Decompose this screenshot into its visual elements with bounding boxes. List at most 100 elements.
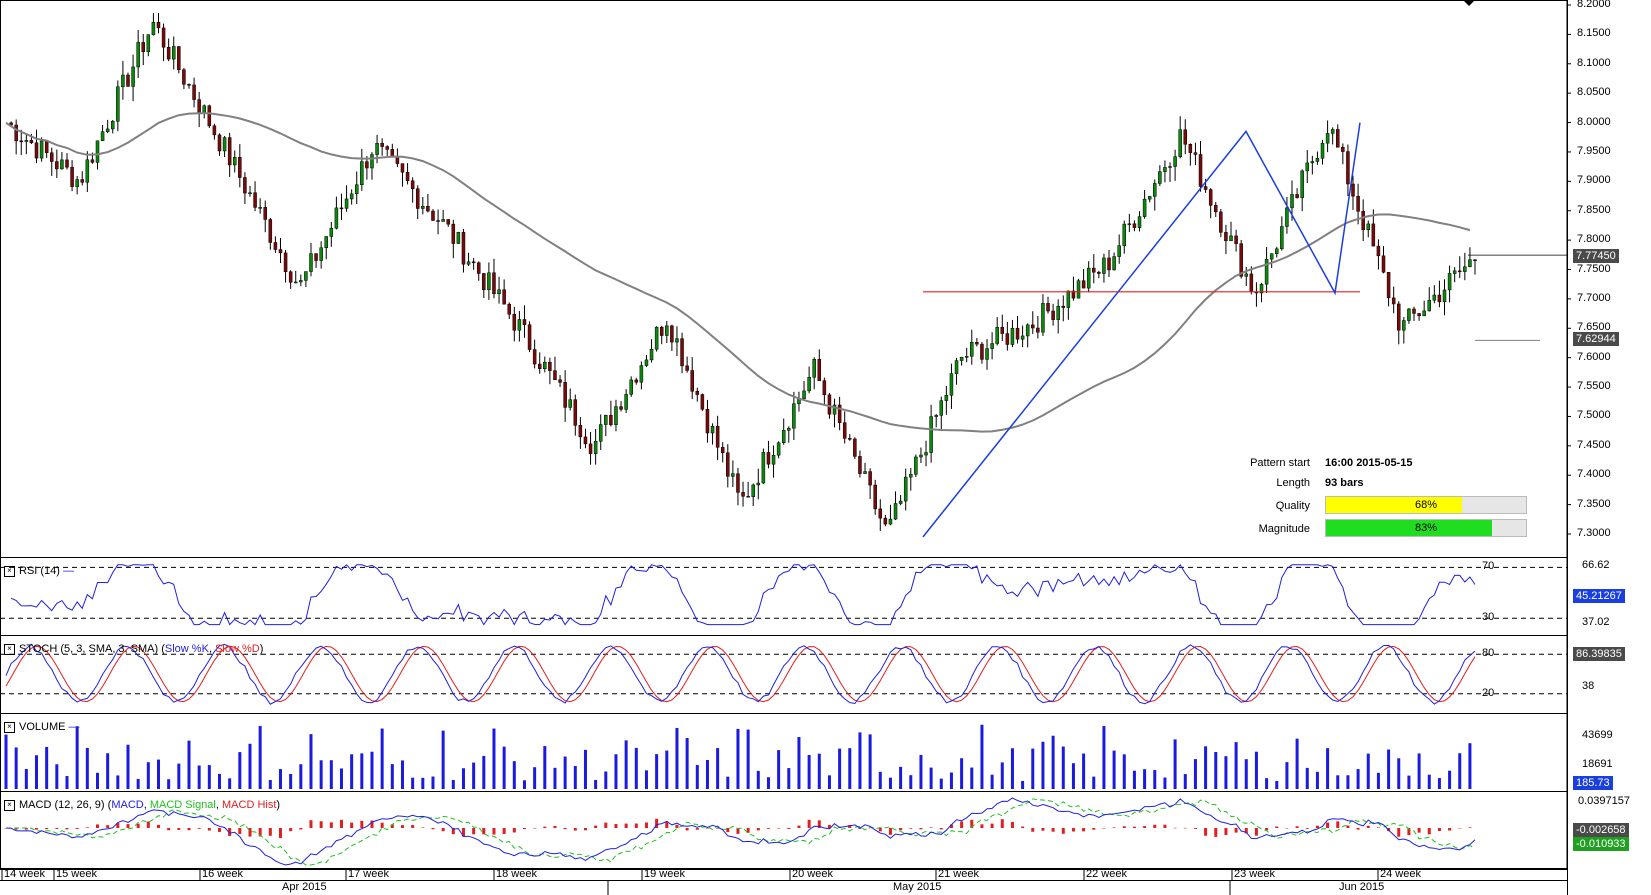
- volume-bar: [14, 747, 18, 789]
- candle-body: [1117, 245, 1121, 257]
- close-icon[interactable]: ×: [4, 721, 15, 733]
- candle-body: [44, 140, 49, 153]
- candle-body: [1203, 186, 1208, 190]
- candle-body: [1361, 211, 1365, 231]
- volume-bar: [807, 755, 811, 789]
- candle-body: [136, 42, 140, 68]
- candle-body: [39, 140, 44, 159]
- volume-bar: [75, 726, 79, 789]
- candle-body: [832, 404, 837, 415]
- macd-hist-bar: [1082, 828, 1086, 832]
- close-icon[interactable]: ×: [4, 799, 15, 811]
- candle-body: [522, 319, 527, 325]
- close-icon[interactable]: ×: [4, 565, 15, 577]
- candle-body: [970, 342, 974, 357]
- volume-bar: [583, 749, 587, 789]
- ma-value-badge: 7.62944: [1573, 332, 1619, 346]
- volume-bar: [390, 764, 394, 789]
- candle-body: [639, 365, 644, 383]
- stoch-right-label: 38: [1582, 680, 1595, 693]
- volume-bar: [705, 760, 709, 789]
- macd-hist-bar: [75, 828, 79, 829]
- volume-bar: [45, 746, 49, 789]
- macd-hist-bar: [187, 828, 191, 831]
- volume-right-label: 18691: [1582, 758, 1613, 770]
- volume-bar: [634, 747, 638, 789]
- candle-body: [1219, 211, 1223, 233]
- macd-hist-bar: [746, 828, 750, 833]
- macd-hist-bar: [1031, 828, 1035, 832]
- macd-hist-bar: [970, 819, 974, 828]
- quality-bar-fill: [1326, 497, 1462, 513]
- candle-body: [665, 325, 669, 336]
- macd-hist-bar: [827, 824, 831, 828]
- candle-body: [888, 518, 893, 525]
- candle-body: [964, 356, 969, 358]
- candle-body: [893, 503, 898, 520]
- volume-bar: [716, 748, 720, 789]
- candle-body: [156, 21, 161, 29]
- macd-hist-bar: [1214, 828, 1218, 837]
- macd-hist-bar: [1295, 826, 1299, 828]
- macd-hist-bar: [899, 828, 903, 831]
- candle-body: [70, 166, 74, 187]
- volume-bar: [1326, 748, 1330, 789]
- candle-body: [487, 272, 491, 290]
- candle-body: [105, 128, 110, 132]
- candle-body: [868, 471, 872, 486]
- macd-hist-bar: [583, 828, 587, 831]
- volume-bar: [899, 766, 903, 789]
- volume-bar: [197, 765, 201, 789]
- volume-bar: [1224, 756, 1228, 789]
- candle-body: [1188, 144, 1193, 153]
- candle-body: [563, 382, 567, 408]
- macd-hist-bar: [909, 828, 913, 829]
- candle-body: [624, 394, 628, 410]
- macd-hist-bar: [624, 823, 628, 828]
- macd-hist-bar: [960, 821, 964, 828]
- candle-body: [558, 379, 562, 383]
- volume-bar: [1397, 758, 1401, 789]
- week-label: 19 week: [644, 868, 685, 880]
- volume-bar: [695, 765, 699, 789]
- volume-bar: [777, 750, 781, 789]
- candle-body: [243, 177, 247, 194]
- rsi-pane-label: × RSI (14) —: [4, 565, 74, 577]
- candle-body: [1376, 245, 1381, 257]
- candle-body: [1432, 294, 1437, 301]
- volume-bar: [1082, 753, 1086, 789]
- candle-body: [410, 180, 415, 190]
- macd-hist-bar: [329, 822, 333, 828]
- candle-body: [1183, 129, 1188, 145]
- volume-bar: [278, 769, 282, 789]
- candle-body: [695, 391, 700, 395]
- volume-bar: [1102, 726, 1106, 789]
- macd-hist-bar: [929, 827, 933, 828]
- volume-bar: [95, 772, 99, 789]
- candle-body: [1341, 147, 1345, 152]
- candle-body: [654, 326, 659, 350]
- candle-body: [360, 161, 364, 186]
- volume-bar: [1427, 774, 1431, 789]
- macd-hist-bar: [126, 824, 130, 828]
- price-tick-label: 8.2000: [1577, 0, 1611, 10]
- macd-hist-bar: [1193, 828, 1197, 829]
- candle-body: [166, 46, 171, 60]
- candle-body: [197, 99, 201, 114]
- candle-body: [1320, 142, 1325, 159]
- candle-body: [720, 447, 725, 453]
- rsi-value-badge: 45.21267: [1573, 589, 1625, 603]
- macd-hist-bar: [980, 824, 984, 828]
- price-tick-label: 7.8500: [1577, 203, 1611, 216]
- volume-bar: [970, 767, 974, 789]
- volume-bar: [878, 771, 882, 789]
- rsi-level-label: 70: [1482, 560, 1495, 573]
- volume-bar: [156, 759, 160, 789]
- macd-hist-bar: [34, 828, 38, 830]
- macd-hist-bar: [309, 820, 313, 828]
- close-icon[interactable]: ×: [4, 643, 15, 655]
- candle-body: [1092, 267, 1096, 273]
- macd-line: [5, 797, 1476, 866]
- rsi-right-label: 66.62: [1582, 559, 1610, 571]
- macd-hist-bar: [431, 828, 435, 830]
